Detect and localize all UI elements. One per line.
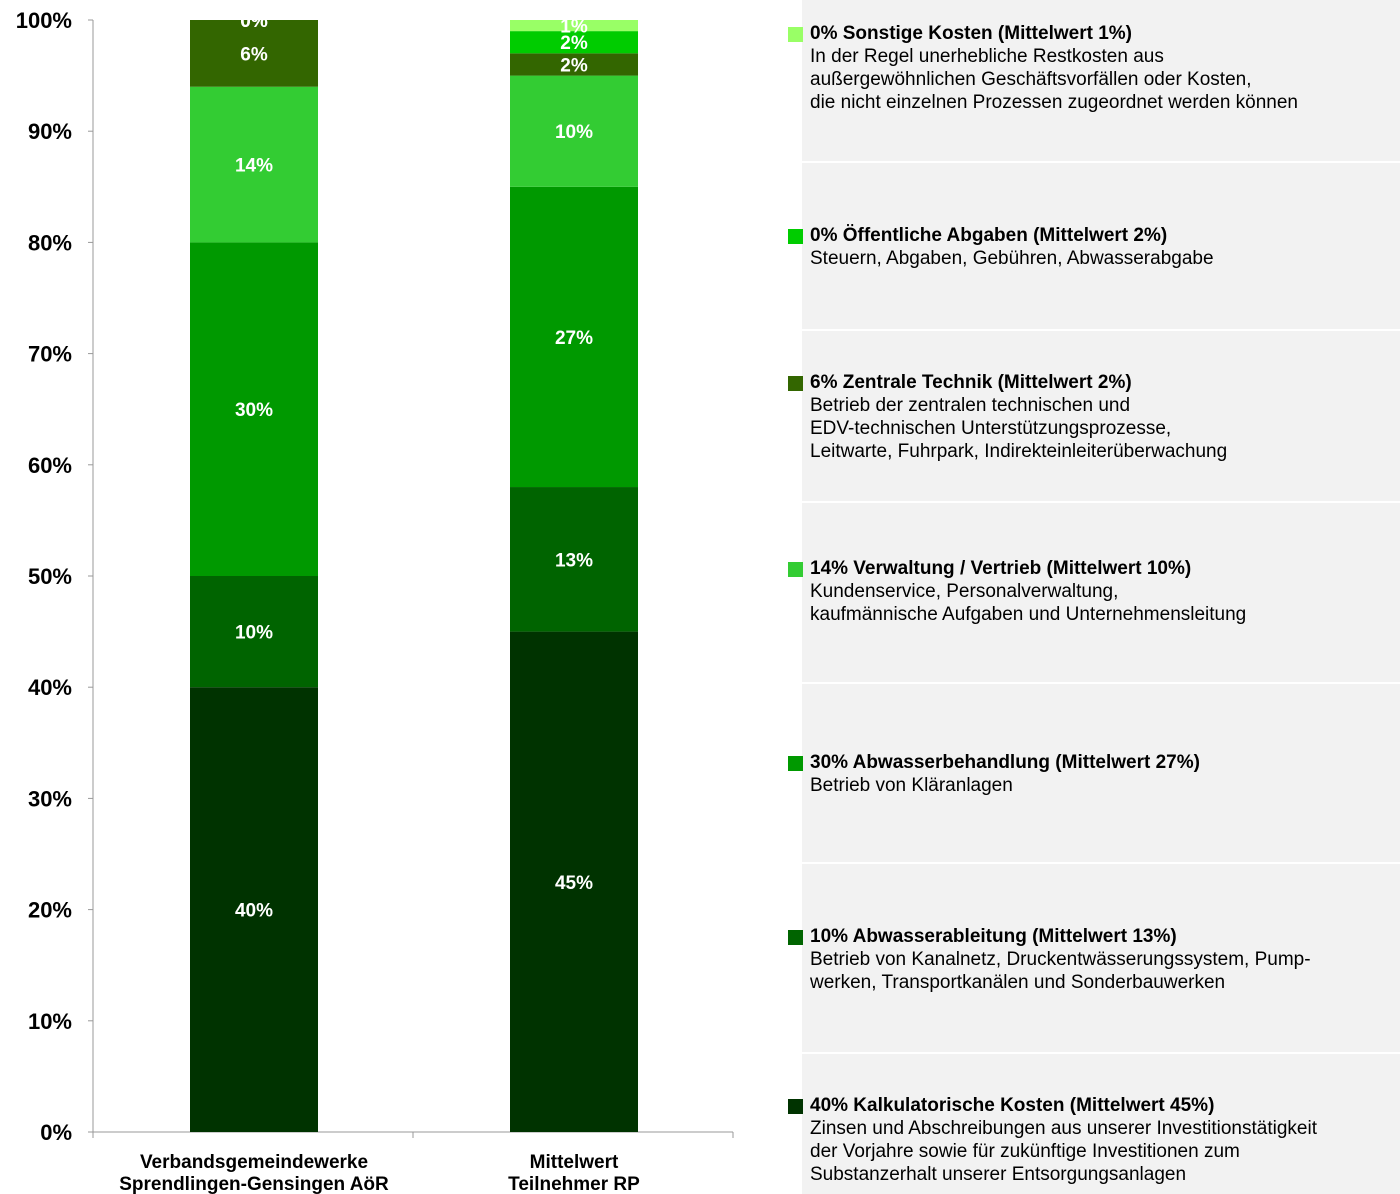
legend-title: 0% Sonstige Kosten (Mittelwert 1%) <box>810 23 1132 44</box>
y-tick-label: 0% <box>40 1120 72 1145</box>
legend-description: Zinsen und Abschreibungen aus unserer In… <box>810 1118 1317 1185</box>
legend-title: 30% Abwasserbehandlung (Mittelwert 27%) <box>810 752 1200 773</box>
data-label: 13% <box>555 550 593 571</box>
bar-segment-öffentliche-abgaben <box>510 31 638 54</box>
bar-segment-abwasserableitung <box>510 487 638 632</box>
legend-separator <box>802 1052 1400 1054</box>
data-label: 14% <box>235 156 273 177</box>
data-label: 40% <box>235 901 273 922</box>
legend-separator <box>802 161 1400 163</box>
data-label: 2% <box>560 33 588 54</box>
legend-description: Kundenservice, Personalverwaltung, kaufm… <box>810 581 1247 625</box>
legend-description: Betrieb von Kläranlagen <box>810 775 1013 796</box>
legend-title: 6% Zentrale Technik (Mittelwert 2%) <box>810 372 1132 393</box>
y-tick-label: 90% <box>28 119 72 144</box>
bar-segment-abwasserableitung <box>190 576 318 688</box>
legend-description: Steuern, Abgaben, Gebühren, Abwasserabga… <box>810 248 1214 269</box>
data-label: 10% <box>235 623 273 644</box>
data-label: 10% <box>555 122 593 143</box>
legend-title: 14% Verwaltung / Vertrieb (Mittelwert 10… <box>810 558 1192 579</box>
x-category-label: Sprendlingen-Gensingen AöR <box>119 1174 389 1194</box>
bar-segment-abwasserbehandlung <box>510 186 638 488</box>
stacked-bar-chart: 0% 10% 20% 30% 40% 50% 60% 70% 80% 90% 100% 40% 10% 3… <box>16 8 734 1194</box>
legend-title: 40% Kalkulatorische Kosten (Mittelwert 4… <box>810 1095 1215 1116</box>
data-label: 45% <box>555 873 593 894</box>
legend-description: In der Regel unerhebliche Restkosten aus… <box>810 46 1298 113</box>
legend-separator <box>802 501 1400 503</box>
bar-segment-abwasserbehandlung <box>190 242 318 576</box>
bar-segment-verwaltung-vertrieb <box>510 75 638 187</box>
y-tick-label: 100% <box>16 8 72 33</box>
bar-segment-verwaltung-vertrieb <box>190 86 318 243</box>
bar-segment-kalkulatorische-kosten <box>190 687 318 1132</box>
data-label: 27% <box>555 328 593 349</box>
data-label: 30% <box>235 400 273 421</box>
data-label: 0% <box>240 11 268 32</box>
legend-separator <box>802 329 1400 331</box>
bar-segment-zentrale-technik <box>190 20 318 87</box>
legend-description: Betrieb der zentralen technischen und ED… <box>810 395 1228 462</box>
bar-segment-zentrale-technik <box>510 53 638 76</box>
legend-separator <box>802 862 1400 864</box>
legend-swatch <box>788 27 803 42</box>
legend-description: Betrieb von Kanalnetz, Druckentwässerung… <box>810 949 1311 993</box>
y-tick-label: 30% <box>28 786 72 811</box>
legend-panel: 0% Sonstige Kosten (Mittelwert 1%) In der… <box>788 0 1400 1194</box>
y-tick-label: 80% <box>28 230 72 255</box>
legend-swatch <box>788 229 803 244</box>
data-label: 6% <box>240 44 268 65</box>
x-category-label: Mittelwert <box>530 1152 619 1173</box>
legend-title: 0% Öffentliche Abgaben (Mittelwert 2%) <box>810 225 1168 246</box>
x-category-label: Verbandsgemeindewerke <box>140 1152 368 1173</box>
y-tick-label: 50% <box>28 564 72 589</box>
y-tick-label: 20% <box>28 898 72 923</box>
data-label: 2% <box>560 55 588 76</box>
bar-segment-sonstige-kosten <box>510 20 638 32</box>
bar-segment-kalkulatorische-kosten <box>510 631 638 1132</box>
legend-swatch <box>788 376 803 391</box>
legend-swatch <box>788 930 803 945</box>
y-tick-label: 60% <box>28 453 72 478</box>
legend-separator <box>802 682 1400 684</box>
x-category-label: Teilnehmer RP <box>508 1174 640 1194</box>
y-tick-label: 70% <box>28 342 72 367</box>
y-tick-label: 10% <box>28 1009 72 1034</box>
y-tick-label: 40% <box>28 675 72 700</box>
data-label: 0% <box>240 11 268 32</box>
legend-title: 10% Abwasserableitung (Mittelwert 13%) <box>810 926 1177 947</box>
data-label: 1% <box>560 17 588 38</box>
legend-swatch <box>788 756 803 771</box>
legend-swatch <box>788 1099 803 1114</box>
legend-swatch <box>788 562 803 577</box>
